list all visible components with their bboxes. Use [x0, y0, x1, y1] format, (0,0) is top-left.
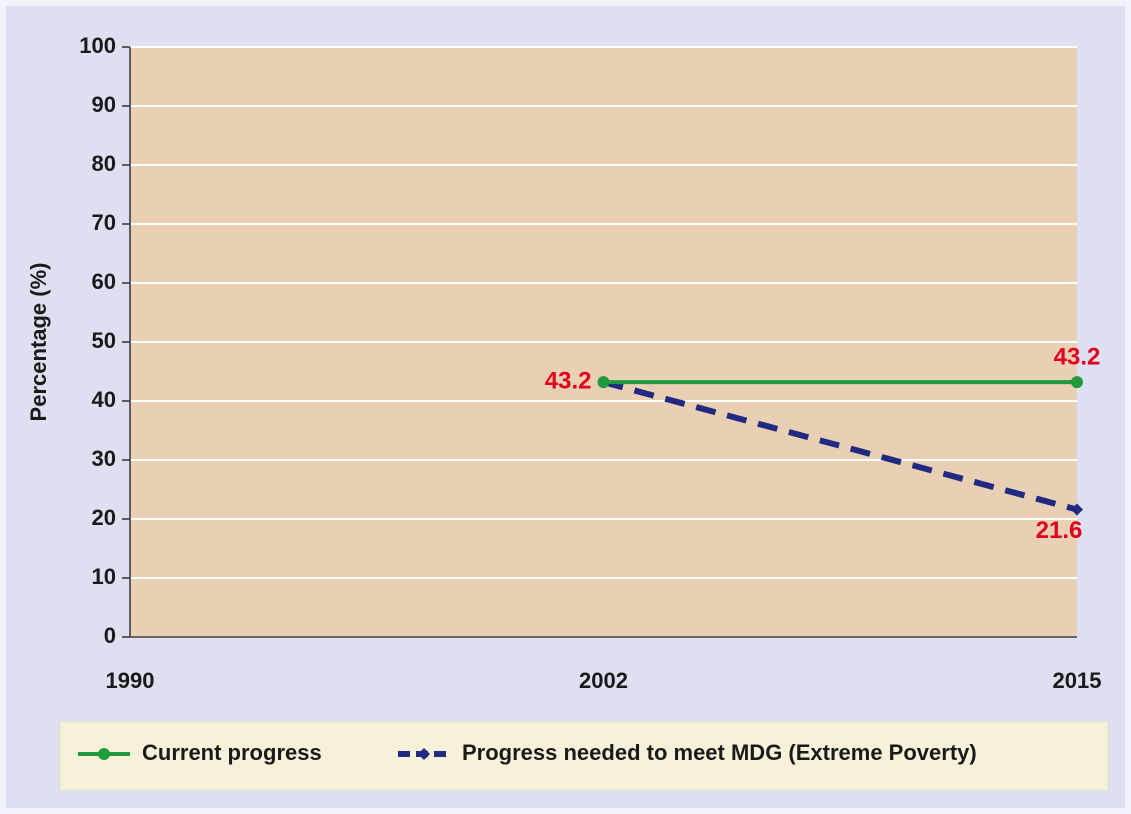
y-tick-label: 100 [79, 33, 116, 58]
data-label: 43.2 [1054, 343, 1101, 370]
point [1071, 376, 1083, 389]
point [597, 376, 610, 389]
y-tick-label: 20 [92, 505, 116, 530]
legend-label: Progress needed to meet MDG (Extreme Pov… [462, 740, 977, 765]
data-label: 43.2 [545, 367, 592, 394]
y-tick-label: 80 [92, 151, 116, 176]
y-tick-label: 50 [92, 328, 116, 353]
y-tick-label: 40 [92, 387, 116, 412]
data-label: 21.6 [1036, 517, 1083, 544]
legend [59, 721, 1109, 791]
legend-marker [98, 748, 110, 760]
y-tick-label: 0 [104, 623, 116, 648]
y-tick-label: 60 [92, 269, 116, 294]
legend-marker [418, 748, 430, 760]
y-tick-label: 90 [92, 92, 116, 117]
y-tick-label: 10 [92, 564, 116, 589]
x-tick-label: 1990 [106, 668, 155, 693]
y-axis-label: Percentage (%) [26, 263, 51, 422]
x-tick-label: 2015 [1053, 668, 1102, 693]
y-tick-label: 70 [92, 210, 116, 235]
point [1071, 503, 1083, 516]
y-tick-label: 30 [92, 446, 116, 471]
series-line [602, 379, 1078, 513]
legend-label: Current progress [142, 740, 322, 765]
x-tick-label: 2002 [579, 668, 628, 693]
